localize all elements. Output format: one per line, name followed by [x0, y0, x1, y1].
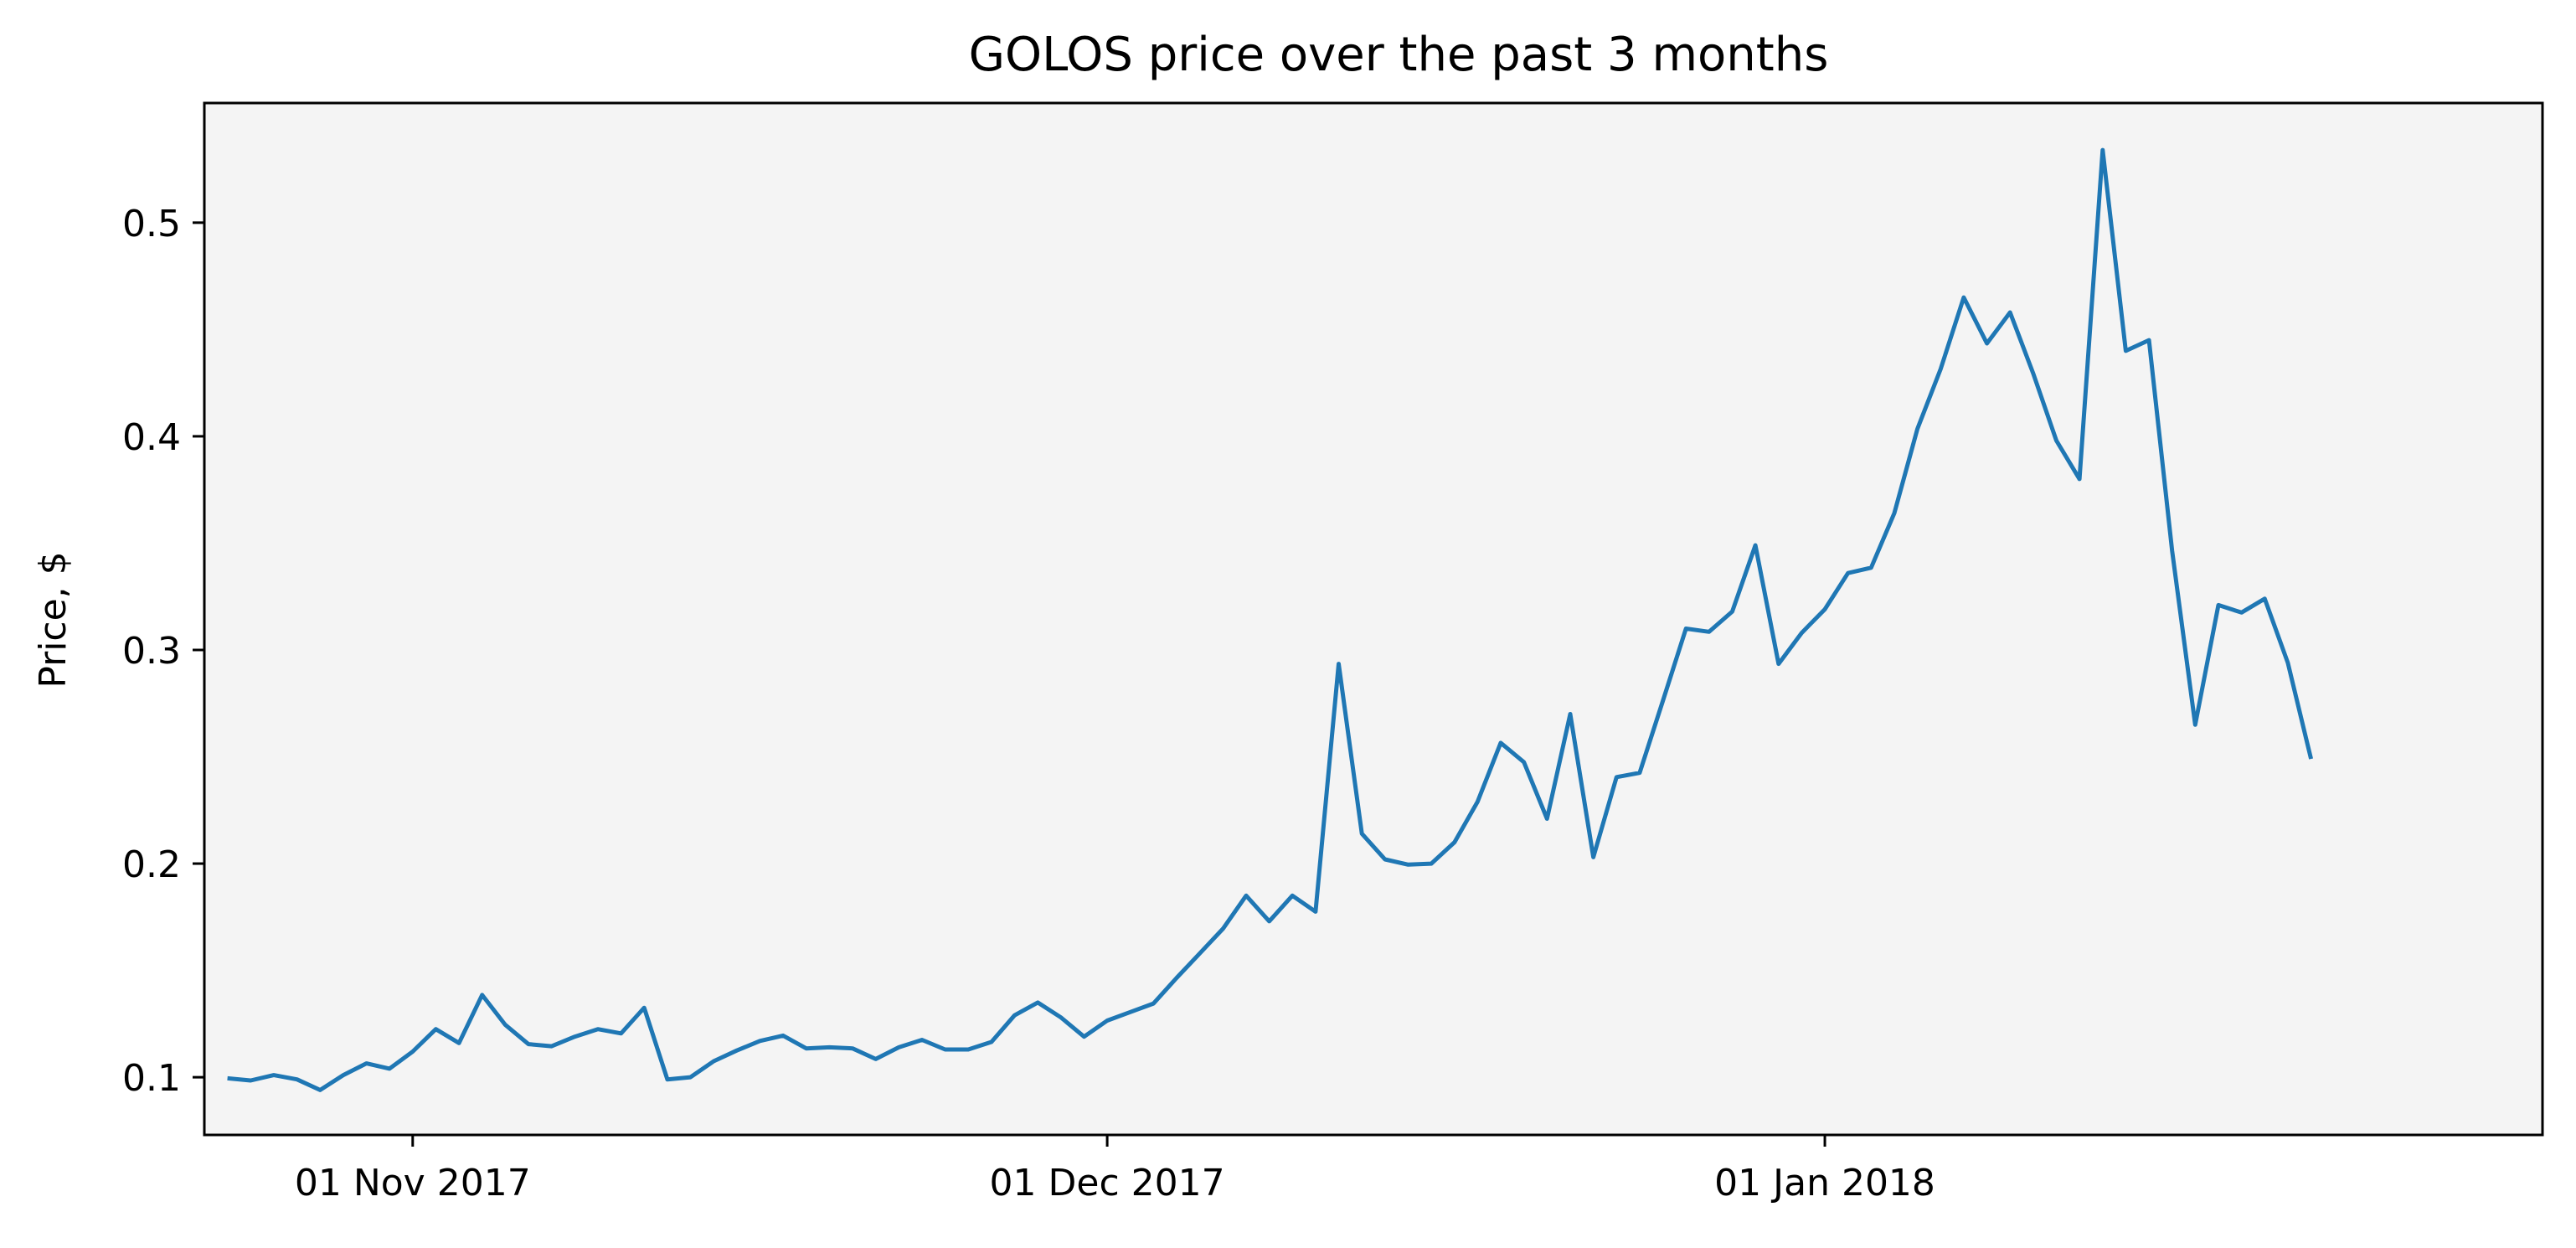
plot-background [204, 103, 2543, 1135]
y-tick-label: 0.3 [122, 630, 181, 673]
y-tick-label: 0.4 [122, 416, 181, 459]
chart-title: GOLOS price over the past 3 months [969, 28, 1829, 82]
y-axis: 0.1 0.2 0.3 0.4 0.5 [122, 203, 204, 1100]
y-tick-label: 0.5 [122, 203, 181, 245]
y-axis-label: Price, $ [32, 551, 75, 688]
series-layer [227, 147, 2314, 1092]
x-tick-label: 01 Jan 2018 [1714, 1162, 1935, 1204]
y-tick-label: 0.2 [122, 843, 181, 886]
x-tick-label: 01 Nov 2017 [295, 1162, 531, 1204]
price-series-line [227, 147, 2314, 1092]
y-tick-label: 0.1 [122, 1057, 181, 1100]
x-axis: 01 Nov 2017 01 Dec 2017 01 Jan 2018 [295, 1135, 1935, 1204]
plot-frame [203, 101, 2544, 1137]
x-tick-label: 01 Dec 2017 [990, 1162, 1225, 1204]
